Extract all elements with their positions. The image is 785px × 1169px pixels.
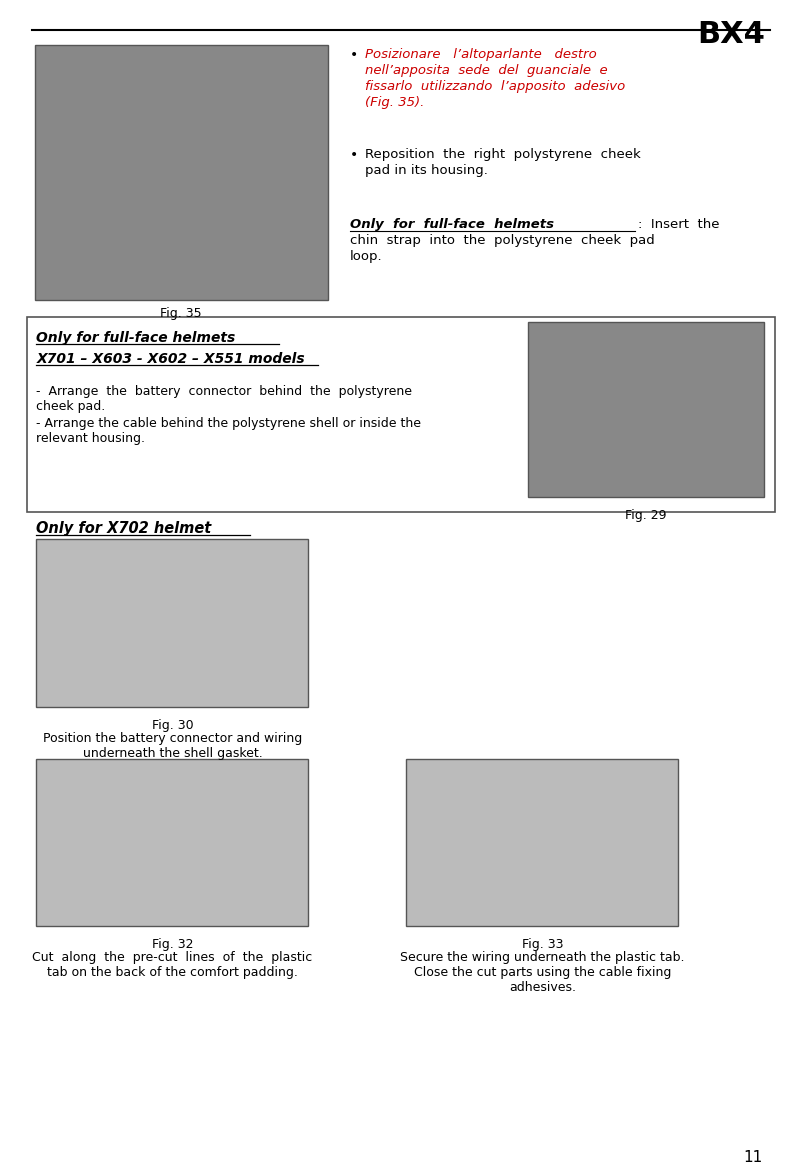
Text: Reposition  the  right  polystyrene  cheek: Reposition the right polystyrene cheek [365,147,641,161]
Text: Secure the wiring underneath the plastic tab.: Secure the wiring underneath the plastic… [400,952,685,964]
Text: 11: 11 [743,1150,762,1165]
Text: •: • [349,48,358,62]
Bar [27,318,776,512]
Text: chin  strap  into  the  polystyrene  cheek  pad: chin strap into the polystyrene cheek pa… [349,234,655,247]
Text: cheek pad.: cheek pad. [36,400,106,414]
Text: :  Insert  the: : Insert the [638,217,720,230]
Text: Fig. 32: Fig. 32 [152,939,193,952]
Bar [36,539,309,707]
Text: tab on the back of the comfort padding.: tab on the back of the comfort padding. [47,967,298,980]
Text: fissarlo  utilizzando  l’apposito  adesivo: fissarlo utilizzando l’apposito adesivo [365,79,626,92]
Text: Only  for  full-face  helmets: Only for full-face helmets [349,217,553,230]
Text: Position the battery connector and wiring: Position the battery connector and wirin… [43,732,302,745]
Text: Only for full-face helmets: Only for full-face helmets [36,332,236,346]
Text: Fig. 29: Fig. 29 [626,510,666,523]
Text: - Arrange the cable behind the polystyrene shell or inside the: - Arrange the cable behind the polystyre… [36,417,422,430]
Bar [35,44,328,299]
Text: underneath the shell gasket.: underneath the shell gasket. [82,747,262,760]
Text: X701 – X603 - X602 – X551 models: X701 – X603 - X602 – X551 models [36,352,305,366]
Text: adhesives.: adhesives. [509,982,576,995]
Bar [528,323,765,497]
Bar [36,759,309,927]
Text: loop.: loop. [349,250,382,263]
Text: BX4: BX4 [698,20,765,49]
Text: Only for X702 helmet: Only for X702 helmet [36,521,212,537]
Text: -  Arrange  the  battery  connector  behind  the  polystyrene: - Arrange the battery connector behind t… [36,386,412,399]
Text: •: • [349,147,358,161]
Text: Fig. 33: Fig. 33 [521,939,563,952]
Text: Posizionare   l’altoparlante   destro: Posizionare l’altoparlante destro [365,48,597,61]
Text: relevant housing.: relevant housing. [36,433,145,445]
Bar [407,759,678,927]
Text: (Fig. 35).: (Fig. 35). [365,96,425,109]
Text: nell’apposita  sede  del  guanciale  e: nell’apposita sede del guanciale e [365,64,608,77]
Text: Fig. 35: Fig. 35 [160,307,202,320]
Text: Cut  along  the  pre-cut  lines  of  the  plastic: Cut along the pre-cut lines of the plast… [32,952,312,964]
Text: Fig. 30: Fig. 30 [152,719,193,732]
Text: Close the cut parts using the cable fixing: Close the cut parts using the cable fixi… [414,967,671,980]
Text: pad in its housing.: pad in its housing. [365,164,488,177]
